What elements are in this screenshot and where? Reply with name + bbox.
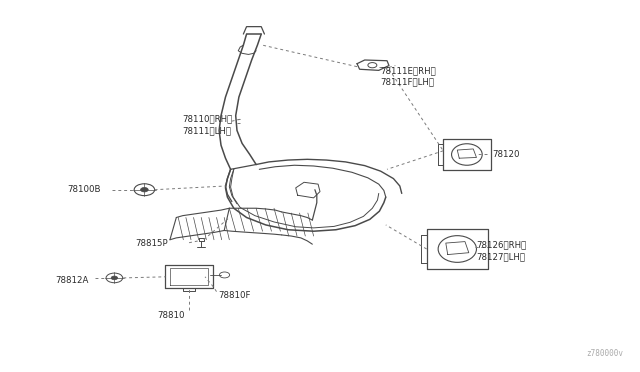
Text: 78120: 78120 (492, 150, 520, 159)
Text: z780000v: z780000v (586, 349, 623, 358)
Circle shape (111, 276, 118, 280)
Text: 78810F: 78810F (218, 291, 250, 300)
Text: 78812A: 78812A (55, 276, 88, 285)
Text: 78126〈RH〉
78127〈LH〉: 78126〈RH〉 78127〈LH〉 (476, 241, 527, 261)
Circle shape (141, 187, 148, 192)
Text: 78110〈RH〉
78111〈LH〉: 78110〈RH〉 78111〈LH〉 (182, 115, 233, 135)
Text: 78111E〈RH〉
78111F〈LH〉: 78111E〈RH〉 78111F〈LH〉 (381, 67, 436, 87)
Text: 78810: 78810 (157, 311, 185, 320)
Text: 78100B: 78100B (68, 185, 101, 194)
Text: 78815P: 78815P (135, 239, 168, 248)
